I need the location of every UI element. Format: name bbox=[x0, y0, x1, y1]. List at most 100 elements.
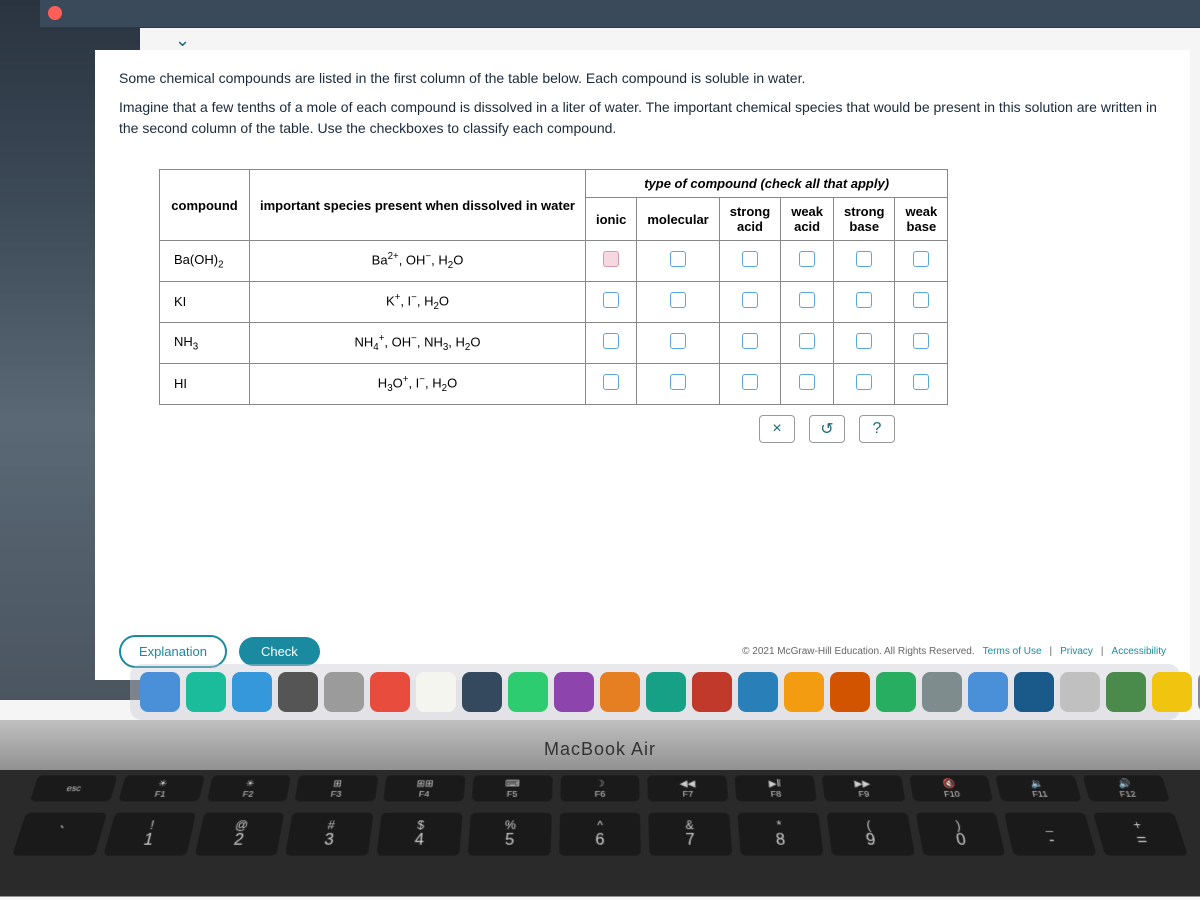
keyboard-key: ^6 bbox=[559, 813, 642, 856]
checkbox-cell bbox=[895, 322, 948, 363]
dock-app-icon[interactable] bbox=[462, 672, 502, 712]
type-checkbox[interactable] bbox=[742, 292, 758, 308]
checkbox-cell bbox=[834, 322, 895, 363]
checkbox-cell bbox=[719, 363, 780, 404]
privacy-link[interactable]: Privacy bbox=[1060, 646, 1093, 657]
dock-app-icon[interactable] bbox=[646, 672, 686, 712]
checkbox-cell bbox=[781, 322, 834, 363]
dock-app-icon[interactable] bbox=[1014, 672, 1054, 712]
dock-app-icon[interactable] bbox=[416, 672, 456, 712]
checkbox-cell bbox=[719, 241, 780, 282]
window-close-button[interactable] bbox=[48, 6, 62, 20]
th-weak-acid: weakacid bbox=[781, 198, 834, 241]
type-checkbox[interactable] bbox=[856, 333, 872, 349]
dock-app-icon[interactable] bbox=[922, 672, 962, 712]
type-checkbox[interactable] bbox=[913, 374, 929, 390]
keyboard-key: += bbox=[1093, 813, 1188, 856]
keyboard-key: ☀F1 bbox=[118, 775, 204, 801]
type-checkbox[interactable] bbox=[670, 374, 686, 390]
dock-app-icon[interactable] bbox=[830, 672, 870, 712]
dock-app-icon[interactable] bbox=[140, 672, 180, 712]
type-checkbox[interactable] bbox=[742, 333, 758, 349]
dock-app-icon[interactable] bbox=[1152, 672, 1192, 712]
type-checkbox[interactable] bbox=[799, 292, 815, 308]
keyboard-key: ⊞F3 bbox=[295, 775, 379, 801]
reset-button[interactable]: ↺ bbox=[809, 415, 845, 443]
th-strong-base: strongbase bbox=[834, 198, 895, 241]
clear-button[interactable]: × bbox=[759, 415, 795, 443]
dock-app-icon[interactable] bbox=[738, 672, 778, 712]
type-checkbox[interactable] bbox=[742, 374, 758, 390]
dock-app-icon[interactable] bbox=[324, 672, 364, 712]
keyboard-key: $4 bbox=[376, 813, 462, 856]
type-checkbox[interactable] bbox=[603, 374, 619, 390]
keyboard-key: @2 bbox=[194, 813, 284, 856]
checkbox-cell bbox=[895, 363, 948, 404]
keyboard-key: ▶‖F8 bbox=[735, 775, 817, 801]
dock-app-icon[interactable] bbox=[1106, 672, 1146, 712]
dock-app-icon[interactable] bbox=[876, 672, 916, 712]
table-row: HIH3O+, I−, H2O bbox=[160, 363, 948, 404]
footer-links: © 2021 McGraw-Hill Education. All Rights… bbox=[742, 646, 1166, 657]
checkbox-cell bbox=[637, 363, 719, 404]
type-checkbox[interactable] bbox=[799, 374, 815, 390]
type-checkbox[interactable] bbox=[913, 251, 929, 267]
type-checkbox[interactable] bbox=[913, 333, 929, 349]
macos-dock[interactable] bbox=[130, 664, 1180, 720]
type-checkbox[interactable] bbox=[856, 251, 872, 267]
keyboard-key: ◀◀F7 bbox=[648, 775, 729, 801]
accessibility-link[interactable]: Accessibility bbox=[1112, 646, 1166, 657]
compound-cell: HI bbox=[160, 363, 250, 404]
type-checkbox[interactable] bbox=[913, 292, 929, 308]
th-compound: compound bbox=[160, 170, 250, 241]
type-checkbox[interactable] bbox=[670, 251, 686, 267]
type-checkbox[interactable] bbox=[799, 333, 815, 349]
type-checkbox[interactable] bbox=[603, 292, 619, 308]
type-checkbox[interactable] bbox=[742, 251, 758, 267]
dock-app-icon[interactable] bbox=[600, 672, 640, 712]
type-checkbox[interactable] bbox=[603, 333, 619, 349]
type-checkbox[interactable] bbox=[799, 251, 815, 267]
compound-cell: NH3 bbox=[160, 322, 250, 363]
checkbox-cell bbox=[781, 241, 834, 282]
dock-app-icon[interactable] bbox=[508, 672, 548, 712]
keyboard-key: #3 bbox=[285, 813, 373, 856]
dock-app-icon[interactable] bbox=[186, 672, 226, 712]
terms-link[interactable]: Terms of Use bbox=[983, 646, 1042, 657]
species-cell: NH4+, OH−, NH3, H2O bbox=[250, 322, 586, 363]
keyboard-key: ⊞⊞F4 bbox=[383, 775, 465, 801]
type-checkbox[interactable] bbox=[856, 292, 872, 308]
dock-app-icon[interactable] bbox=[1060, 672, 1100, 712]
copyright-text: © 2021 McGraw-Hill Education. All Rights… bbox=[742, 646, 974, 657]
type-checkbox[interactable] bbox=[670, 333, 686, 349]
dock-app-icon[interactable] bbox=[232, 672, 272, 712]
checkbox-cell bbox=[895, 241, 948, 282]
type-checkbox[interactable] bbox=[670, 292, 686, 308]
dock-app-icon[interactable] bbox=[784, 672, 824, 712]
keyboard-key: ` bbox=[12, 813, 107, 856]
checkbox-cell bbox=[834, 241, 895, 282]
checkbox-cell bbox=[637, 281, 719, 322]
keyboard-key: (9 bbox=[826, 813, 914, 856]
type-checkbox[interactable] bbox=[856, 374, 872, 390]
keyboard-key: ☀F2 bbox=[206, 775, 291, 801]
chevron-down-icon[interactable]: ⌄ bbox=[175, 30, 195, 50]
checkbox-cell bbox=[719, 322, 780, 363]
dock-app-icon[interactable] bbox=[370, 672, 410, 712]
type-checkbox[interactable] bbox=[603, 251, 619, 267]
help-button[interactable]: ? bbox=[859, 415, 895, 443]
compound-cell: Ba(OH)2 bbox=[160, 241, 250, 282]
th-strong-acid: strongacid bbox=[719, 198, 780, 241]
main-content-panel: Some chemical compounds are listed in th… bbox=[95, 50, 1190, 680]
species-cell: H3O+, I−, H2O bbox=[250, 363, 586, 404]
checkbox-cell bbox=[637, 241, 719, 282]
dock-app-icon[interactable] bbox=[278, 672, 318, 712]
dock-app-icon[interactable] bbox=[968, 672, 1008, 712]
dock-app-icon[interactable] bbox=[554, 672, 594, 712]
keyboard: esc☀F1☀F2⊞F3⊞⊞F4⌨F5☽F6◀◀F7▶‖F8▶▶F9🔇F10🔉F… bbox=[0, 770, 1200, 897]
checkbox-cell bbox=[719, 281, 780, 322]
th-weak-base: weakbase bbox=[895, 198, 948, 241]
check-button[interactable]: Check bbox=[239, 637, 320, 666]
compound-cell: KI bbox=[160, 281, 250, 322]
dock-app-icon[interactable] bbox=[692, 672, 732, 712]
